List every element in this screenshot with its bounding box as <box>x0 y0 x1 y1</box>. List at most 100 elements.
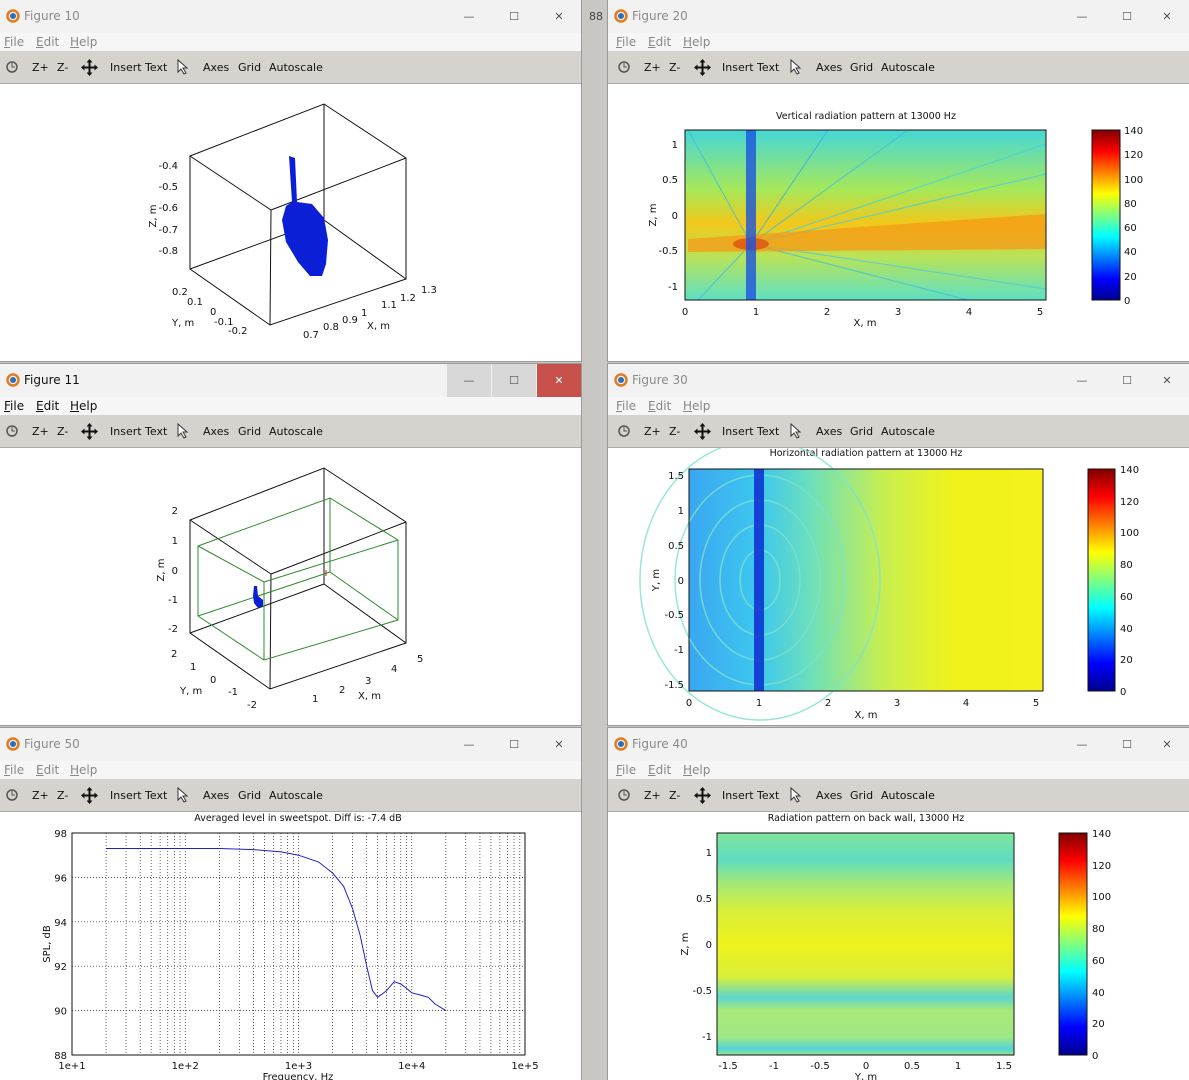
pan-icon[interactable] <box>694 423 711 440</box>
pointer-icon[interactable] <box>790 787 802 803</box>
maximize-button[interactable]: ☐ <box>509 10 519 23</box>
pointer-icon[interactable] <box>790 59 802 75</box>
close-button[interactable]: ✕ <box>554 10 564 23</box>
plot-area[interactable]: Horizontal radiation pattern at 13000 Hz… <box>608 448 1189 725</box>
autoscale-button[interactable]: Autoscale <box>881 425 935 438</box>
zoom-out-button[interactable]: Z- <box>669 425 681 438</box>
plot-area[interactable]: Radiation pattern on back wall, 13000 Hz… <box>608 812 1189 1080</box>
grid-button[interactable]: Grid <box>238 789 262 802</box>
menu-file[interactable]: File <box>616 35 637 49</box>
menu-file[interactable]: File <box>616 763 637 777</box>
rotate-icon[interactable] <box>5 60 19 74</box>
axes-button[interactable]: Axes <box>816 789 843 802</box>
window-figure-50[interactable]: Figure 50 — ☐ ✕ File Edit Help Z+ Z- Ins… <box>0 728 581 1080</box>
pointer-icon[interactable] <box>177 423 189 439</box>
zoom-in-button[interactable]: Z+ <box>644 789 661 802</box>
autoscale-button[interactable]: Autoscale <box>881 61 935 74</box>
pointer-icon[interactable] <box>177 787 189 803</box>
close-button[interactable]: ✕ <box>554 738 564 751</box>
grid-button[interactable]: Grid <box>850 61 874 74</box>
menu-help[interactable]: Help <box>70 763 98 777</box>
rotate-icon[interactable] <box>617 788 631 802</box>
menu-edit[interactable]: Edit <box>648 763 672 777</box>
minimize-button[interactable]: — <box>447 364 491 397</box>
zoom-out-button[interactable]: Z- <box>57 61 69 74</box>
zoom-in-button[interactable]: Z+ <box>32 425 49 438</box>
maximize-button[interactable]: ☐ <box>1122 738 1132 751</box>
autoscale-button[interactable]: Autoscale <box>269 789 323 802</box>
minimize-button[interactable]: — <box>1076 10 1088 23</box>
axes-button[interactable]: Axes <box>203 61 230 74</box>
plot-area[interactable]: Z, m 2 1 0 -1 -2 2 1 0 -1 -2 Y, m 1 2 3 … <box>0 448 581 725</box>
zoom-in-button[interactable]: Z+ <box>32 61 49 74</box>
titlebar[interactable]: Figure 11 — ☐ ✕ <box>0 364 581 398</box>
insert-text-button[interactable]: Insert Text <box>110 425 168 438</box>
menu-help[interactable]: Help <box>70 35 98 49</box>
minimize-button[interactable]: — <box>1076 374 1088 387</box>
minimize-button[interactable]: — <box>463 10 475 23</box>
menu-file[interactable]: File <box>4 399 25 413</box>
rotate-icon[interactable] <box>5 424 19 438</box>
pointer-icon[interactable] <box>177 59 189 75</box>
maximize-button[interactable]: ☐ <box>1122 374 1132 387</box>
axes-button[interactable]: Axes <box>816 425 843 438</box>
maximize-button[interactable]: ☐ <box>492 364 536 397</box>
menu-file[interactable]: File <box>4 35 25 49</box>
window-figure-11[interactable]: Figure 11 — ☐ ✕ File Edit Help Z+ Z- Ins… <box>0 364 581 725</box>
zoom-out-button[interactable]: Z- <box>57 425 69 438</box>
axes-button[interactable]: Axes <box>203 789 230 802</box>
zoom-out-button[interactable]: Z- <box>669 789 681 802</box>
grid-button[interactable]: Grid <box>850 789 874 802</box>
pan-icon[interactable] <box>81 59 98 76</box>
grid-button[interactable]: Grid <box>238 61 262 74</box>
maximize-button[interactable]: ☐ <box>1122 10 1132 23</box>
zoom-in-button[interactable]: Z+ <box>644 425 661 438</box>
window-figure-40[interactable]: Figure 40 — ☐ ✕ File Edit Help Z+ Z- Ins… <box>608 728 1189 1080</box>
zoom-in-button[interactable]: Z+ <box>32 789 49 802</box>
autoscale-button[interactable]: Autoscale <box>269 425 323 438</box>
menu-edit[interactable]: Edit <box>648 399 672 413</box>
pan-icon[interactable] <box>694 787 711 804</box>
menu-edit[interactable]: Edit <box>36 35 60 49</box>
titlebar[interactable]: Figure 20 — ☐ ✕ <box>608 0 1189 34</box>
grid-button[interactable]: Grid <box>850 425 874 438</box>
pan-icon[interactable] <box>81 423 98 440</box>
menu-edit[interactable]: Edit <box>36 399 60 413</box>
maximize-button[interactable]: ☐ <box>509 738 519 751</box>
plot-area[interactable]: Z, m -0.4 -0.5 -0.6 -0.7 -0.8 0.2 0.1 0 … <box>0 84 581 361</box>
pointer-icon[interactable] <box>790 423 802 439</box>
rotate-icon[interactable] <box>5 788 19 802</box>
close-button[interactable]: ✕ <box>1162 374 1172 387</box>
window-figure-10[interactable]: Figure 10 — ☐ ✕ File Edit Help Z+ Z- Ins… <box>0 0 581 361</box>
insert-text-button[interactable]: Insert Text <box>110 61 168 74</box>
pan-icon[interactable] <box>694 59 711 76</box>
menu-help[interactable]: Help <box>683 399 711 413</box>
insert-text-button[interactable]: Insert Text <box>722 61 780 74</box>
menu-help[interactable]: Help <box>70 399 98 413</box>
rotate-icon[interactable] <box>617 60 631 74</box>
window-figure-20[interactable]: Figure 20 — ☐ ✕ File Edit Help Z+ Z- Ins… <box>608 0 1189 361</box>
plot-area[interactable]: Vertical radiation pattern at 13000 Hz 1… <box>608 84 1189 361</box>
zoom-out-button[interactable]: Z- <box>57 789 69 802</box>
menu-file[interactable]: File <box>616 399 637 413</box>
zoom-out-button[interactable]: Z- <box>669 61 681 74</box>
grid-button[interactable]: Grid <box>238 425 262 438</box>
insert-text-button[interactable]: Insert Text <box>110 789 168 802</box>
titlebar[interactable]: Figure 10 — ☐ ✕ <box>0 0 581 34</box>
titlebar[interactable]: Figure 50 — ☐ ✕ <box>0 728 581 762</box>
autoscale-button[interactable]: Autoscale <box>269 61 323 74</box>
menu-help[interactable]: Help <box>683 35 711 49</box>
minimize-button[interactable]: — <box>463 738 475 751</box>
close-button[interactable]: ✕ <box>1162 738 1172 751</box>
axes-button[interactable]: Axes <box>816 61 843 74</box>
titlebar[interactable]: Figure 40 — ☐ ✕ <box>608 728 1189 762</box>
axes-button[interactable]: Axes <box>203 425 230 438</box>
titlebar[interactable]: Figure 30 — ☐ ✕ <box>608 364 1189 398</box>
menu-edit[interactable]: Edit <box>648 35 672 49</box>
rotate-icon[interactable] <box>617 424 631 438</box>
zoom-in-button[interactable]: Z+ <box>644 61 661 74</box>
close-button[interactable]: ✕ <box>1162 10 1172 23</box>
window-figure-30[interactable]: Figure 30 — ☐ ✕ File Edit Help Z+ Z- Ins… <box>608 364 1189 725</box>
menu-file[interactable]: File <box>4 763 25 777</box>
close-button[interactable]: ✕ <box>537 364 581 397</box>
